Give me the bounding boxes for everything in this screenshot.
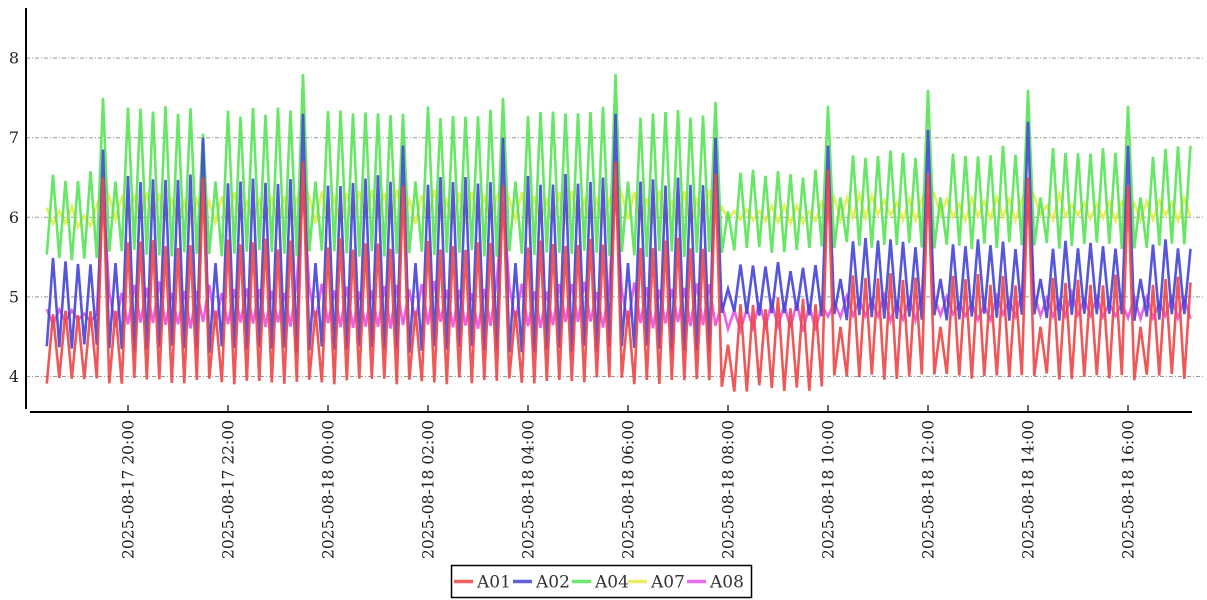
x-tick-label: 2025-08-18 08:00 (720, 420, 738, 559)
legend-label: A01 (476, 573, 511, 593)
legend-item-A07: A07 (628, 573, 685, 593)
legend-label: A04 (594, 573, 629, 593)
y-tick-label: 5 (9, 287, 19, 306)
legend-label: A07 (650, 573, 685, 593)
y-tick-label: 7 (9, 128, 19, 147)
legend-label: A02 (535, 573, 570, 593)
x-tick-label: 2025-08-18 12:00 (920, 420, 938, 559)
x-tick-label: 2025-08-17 20:00 (120, 420, 138, 559)
x-tick-label: 2025-08-18 06:00 (620, 420, 638, 559)
x-tick-label: 2025-08-18 02:00 (420, 420, 438, 559)
x-tick-label: 2025-08-18 14:00 (1020, 420, 1038, 559)
legend: A01 A02 A04 A07 A08 (450, 564, 753, 599)
legend-item-A02: A02 (513, 573, 570, 593)
legend-item-A01: A01 (454, 573, 511, 593)
x-tick-label: 2025-08-18 16:00 (1120, 420, 1138, 559)
series-A04 (45, 73, 1192, 261)
x-axis-labels: 2025-08-17 20:00 2025-08-17 22:00 2025-08-… (120, 405, 1138, 559)
legend-label: A08 (709, 573, 744, 593)
x-tick-label: 2025-08-17 22:00 (220, 420, 238, 559)
y-tick-label: 4 (9, 367, 19, 386)
x-tick-label: 2025-08-18 00:00 (320, 420, 338, 559)
series-A01 (45, 161, 1192, 392)
y-tick-label: 8 (9, 49, 19, 68)
axes (25, 8, 1192, 413)
x-tick-label: 2025-08-18 10:00 (820, 420, 838, 559)
legend-item-A08: A08 (687, 573, 744, 593)
legend-item-A04: A04 (572, 573, 629, 593)
y-tick-label: 6 (9, 208, 19, 227)
x-tick-label: 2025-08-18 04:00 (520, 420, 538, 559)
